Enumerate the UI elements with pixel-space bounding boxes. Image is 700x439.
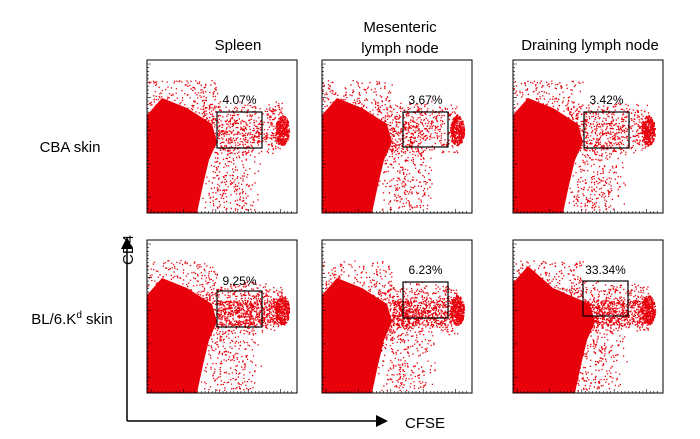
row-label-sup: d (76, 310, 82, 321)
panel-ticks (147, 243, 292, 393)
panel-ticks (147, 63, 292, 213)
gate-percent: 6.23% (408, 263, 442, 277)
gate (582, 280, 629, 317)
cell-cloud (513, 98, 583, 213)
gate-percent: 9.25% (222, 274, 256, 288)
panel-ticks (513, 63, 658, 213)
panel-frame (146, 59, 298, 214)
column-header: lymph node (361, 40, 439, 57)
gate-percent: 3.42% (589, 93, 623, 107)
panel-ticks (513, 243, 658, 393)
gate (216, 111, 263, 149)
cell-dots (513, 260, 657, 392)
gate-percent: 3.67% (408, 93, 442, 107)
gate-percent: 4.07% (222, 93, 256, 107)
column-header: Spleen (215, 37, 262, 54)
panel-frame (321, 239, 473, 394)
cell-dots (322, 80, 466, 211)
cell-dots (513, 80, 656, 211)
x-axis-label: CFSE (405, 415, 445, 432)
column-header: Mesenteric (363, 19, 437, 36)
panel-frame (321, 59, 473, 214)
cell-cloud (147, 278, 217, 393)
gate (583, 111, 630, 149)
cell-dots (148, 80, 291, 211)
panel-frame (146, 239, 298, 394)
panel-ticks (322, 243, 467, 393)
cell-cloud (322, 278, 392, 393)
cell-dots (322, 260, 466, 392)
row-label-base: BL/6.K (31, 311, 76, 328)
row-label: CBA skin (40, 139, 101, 156)
row-label: BL/6.Kd skin (31, 310, 112, 328)
cell-cloud (322, 98, 392, 213)
y-axis-label: CD4 (120, 235, 137, 265)
gate (402, 111, 449, 148)
gate-percent: 33.34% (585, 263, 626, 277)
panel-frame (512, 239, 664, 394)
panel-frame (512, 59, 664, 214)
column-header: Draining lymph node (521, 37, 659, 54)
cell-cloud (147, 98, 217, 213)
gate (216, 290, 263, 328)
gate (402, 281, 449, 319)
cell-cloud (513, 266, 595, 393)
panel-ticks (322, 63, 467, 213)
row-label-suffix: skin (82, 311, 113, 328)
